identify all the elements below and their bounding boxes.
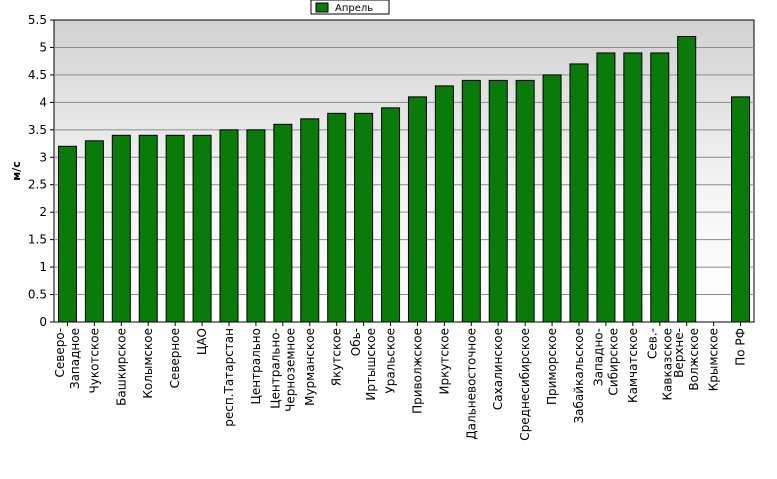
bar [246, 129, 266, 323]
legend-swatch [315, 2, 329, 13]
x-tick-label: Волжское [687, 328, 701, 391]
x-tick-label: Северное [168, 328, 182, 388]
x-tick-label: Забайкальское [572, 328, 586, 424]
bar [192, 134, 212, 323]
bar [731, 96, 751, 323]
y-tick-label: 2 [39, 205, 47, 219]
legend-label: Апрель [335, 3, 373, 14]
bar [650, 52, 670, 323]
x-tick-label: Башкирское [114, 328, 128, 406]
bar [488, 79, 508, 323]
legend: Апрель [310, 0, 390, 15]
x-tick-label: Северо- [53, 328, 67, 378]
x-tick-label: респ.Татарстан [222, 328, 236, 427]
y-tick-label: 0.5 [28, 288, 47, 302]
x-tick-label: Мурманское [303, 328, 317, 406]
y-tick-label: 2.5 [28, 178, 47, 192]
x-tick-label: Иркутское [437, 328, 451, 395]
bar [354, 112, 374, 323]
x-tick-label: Черноземное [283, 328, 297, 412]
x-tick-label: Сев.- [645, 328, 659, 359]
y-tick-label: 1 [39, 260, 47, 274]
bar [300, 118, 320, 323]
y-axis-label: м/с [10, 161, 23, 181]
bar [327, 112, 347, 323]
bar [381, 107, 401, 323]
y-tick-label: 4 [39, 95, 47, 109]
y-tick-label: 4.5 [28, 68, 47, 82]
x-tick-label: Обь- [349, 328, 363, 356]
x-tick-label: Центрально [249, 328, 263, 404]
bar [138, 134, 158, 323]
bar [677, 35, 697, 323]
bar [273, 123, 293, 323]
y-tick-label: 1.5 [28, 233, 47, 247]
y-tick-label: 3.5 [28, 123, 47, 137]
x-tick-label: Чукотское [87, 328, 101, 393]
bar [57, 145, 77, 323]
x-tick-label: Иртышское [364, 328, 378, 401]
x-tick-label: Сибирское [606, 328, 620, 396]
x-tick-label: Среднесибирское [518, 328, 532, 441]
x-tick-label: Сахалинское [491, 328, 505, 410]
legend-box [310, 0, 390, 15]
bars [57, 35, 751, 323]
x-tick-label: Колымское [141, 328, 155, 399]
bar [407, 96, 427, 323]
bar [111, 134, 131, 323]
x-tick-label: ЦАО [195, 328, 209, 355]
y-tick-label: 3 [39, 150, 47, 164]
bar [434, 85, 454, 323]
x-tick-label: Кавказское [660, 328, 674, 401]
x-tick-label: Приволжское [410, 328, 424, 414]
bar [461, 79, 481, 323]
bar [569, 63, 589, 323]
x-tick-label: Верхне- [672, 328, 686, 378]
x-tick-label: Крымское [707, 328, 721, 391]
x-tick-label: Западно- [591, 328, 605, 386]
bar [84, 140, 104, 323]
bar [165, 134, 185, 323]
y-tick-label: 5.5 [28, 13, 47, 27]
bar [542, 74, 562, 323]
x-tick-label: Якутское [330, 328, 344, 386]
x-tick-label: По РФ [734, 328, 748, 366]
bar [623, 52, 643, 323]
x-tick-label: Центрально- [268, 328, 282, 409]
x-tick-label: Приморское [545, 328, 559, 405]
x-tick-label: Дальневосточное [464, 328, 478, 440]
bar [515, 79, 535, 323]
bar [219, 129, 239, 323]
bar [596, 52, 616, 323]
plot-area [53, 19, 755, 323]
x-tick-label: Западное [68, 328, 82, 389]
y-tick-label: 0 [39, 315, 47, 329]
y-tick-label: 5 [39, 40, 47, 54]
x-tick-label: Уральское [384, 328, 398, 394]
x-axis-labels: Северо- Западное Чукотское Башкирское Колымс… [53, 322, 748, 441]
x-tick-label: Камчатское [626, 328, 640, 403]
y-axis-ticks: 0 0.5 1 1.5 2 2.5 3 3.5 4 4.5 5 5.5 [28, 13, 54, 329]
